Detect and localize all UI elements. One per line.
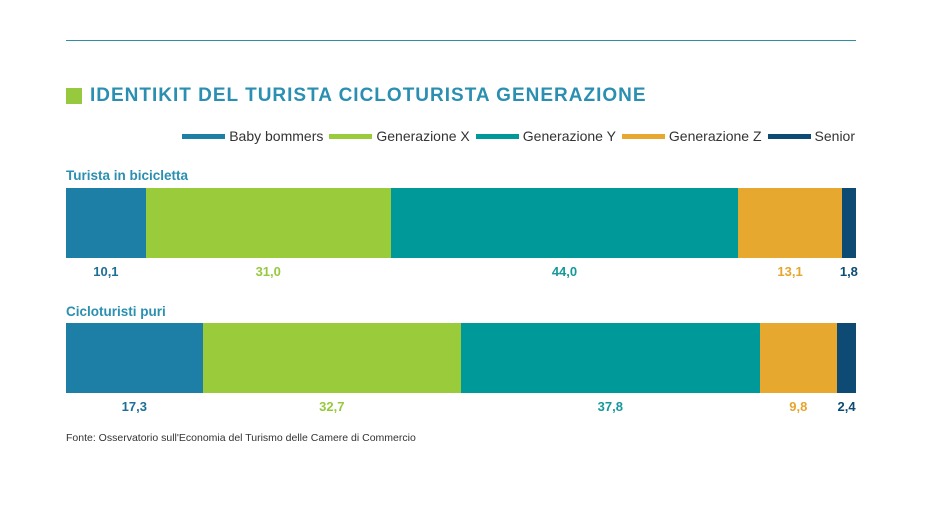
stacked-bar [66,188,856,258]
legend-item: Generazione Y [475,128,616,144]
legend-item: Generazione X [329,128,470,144]
legend-label: Generazione X [376,128,470,144]
top-divider [66,40,856,41]
source-note: Fonte: Osservatorio sull'Economia del Tu… [66,432,416,444]
category-label: Turista in bicicletta [66,168,189,183]
data-label: 17,3 [121,399,147,414]
bar-segment [460,323,760,393]
legend-item: Senior [767,128,855,144]
bar-segment [837,323,856,393]
legend-label: Senior [814,128,855,144]
legend: Baby bommers Generazione X Generazione Y Ge… [176,128,855,144]
legend-item: Baby bommers [182,128,323,144]
data-label: 10,1 [93,264,119,279]
legend-item: Generazione Z [621,128,762,144]
legend-label: Generazione Y [522,128,616,144]
title-square-icon [66,88,82,104]
legend-swatch [767,133,811,139]
chart-title: IDENTIKIT DEL TURISTA CICLOTURISTA GENER… [90,85,647,106]
data-label: 2,4 [837,399,856,414]
legend-label: Baby bommers [229,128,324,144]
data-label: 9,8 [789,399,808,414]
bar-segment [66,188,146,258]
data-label: 31,0 [255,264,281,279]
legend-swatch [475,133,519,139]
bar-segment [145,188,391,258]
bar-segment [759,323,837,393]
value-label-row: 17,3 32,7 37,8 9,8 2,4 [66,399,856,417]
legend-swatch [182,133,226,139]
data-label: 44,0 [551,264,578,279]
data-label: 37,8 [597,399,623,414]
legend-swatch [329,133,373,139]
chart-title-row: IDENTIKIT DEL TURISTA CICLOTURISTA GENER… [66,86,647,106]
bar-segment [202,323,461,393]
bar-segment [390,188,739,258]
legend-label: Generazione Z [668,128,762,144]
bar-segment [66,323,203,393]
stacked-bar [66,323,856,393]
bar-segment [841,188,856,258]
category-label: Cicloturisti puri [66,304,166,319]
data-label: 1,8 [839,264,858,279]
value-label-row: 10,1 31,0 44,0 13,1 1,8 [66,264,858,282]
legend-swatch [621,133,665,139]
data-label: 32,7 [319,399,345,414]
bar-segment [738,188,842,258]
data-label: 13,1 [777,264,803,279]
